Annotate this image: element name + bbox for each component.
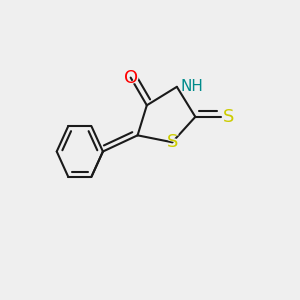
Text: NH: NH <box>180 79 203 94</box>
Text: S: S <box>167 133 178 151</box>
Text: O: O <box>121 68 140 88</box>
Text: NH: NH <box>180 77 213 96</box>
Text: S: S <box>223 107 239 127</box>
Text: O: O <box>124 69 138 87</box>
Text: S: S <box>223 108 234 126</box>
Text: S: S <box>164 132 180 152</box>
